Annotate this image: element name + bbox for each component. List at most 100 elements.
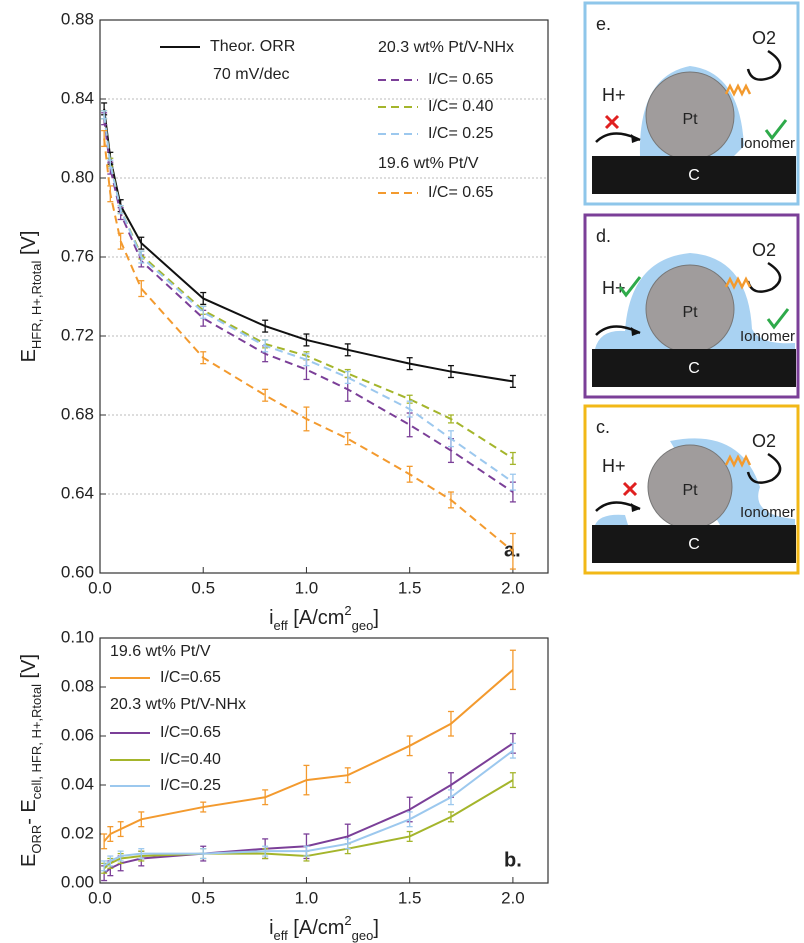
error-bar	[262, 319, 269, 333]
ionomer-label: Ionomer	[740, 328, 795, 345]
y-axis-label-part: - E	[18, 799, 40, 825]
error-bar	[200, 801, 207, 813]
x-axis-label-part: ]	[373, 917, 379, 939]
legend-label: I/C=0.40	[160, 751, 221, 768]
legend-label: I/C=0.25	[160, 777, 221, 794]
proton-label: H+	[602, 85, 626, 105]
error-bar	[107, 185, 114, 203]
error-bar	[138, 848, 145, 860]
check-icon	[618, 276, 642, 298]
particle-label: Pt	[682, 304, 698, 321]
y-axis-label-part: E	[18, 854, 40, 867]
y-tick-label: 0.06	[61, 725, 94, 744]
y-tick-label: 0.72	[61, 325, 94, 344]
particle-label: Pt	[682, 111, 698, 128]
error-bar	[344, 432, 351, 446]
error-bar	[509, 742, 516, 759]
cross-icon	[604, 114, 620, 130]
carbon-support	[592, 349, 796, 387]
carbon-support	[592, 525, 796, 563]
x-tick-label: 1.0	[295, 578, 319, 597]
y-tick-label: 0.88	[61, 9, 94, 28]
error-bar	[344, 838, 351, 850]
error-bar	[406, 811, 413, 828]
error-bar	[107, 826, 114, 842]
legend-label: I/C= 0.65	[428, 184, 493, 201]
y-tick-label: 0.04	[61, 774, 94, 793]
carbon-support	[592, 156, 796, 194]
error-bar	[101, 129, 108, 148]
legend-label: I/C= 0.25	[428, 125, 493, 142]
error-bar	[262, 789, 269, 806]
x-axis-label-part: geo	[352, 618, 374, 633]
panel-label: d.	[596, 226, 611, 246]
legend-group: 19.6 wt% Pt/V	[378, 155, 479, 172]
x-tick-label: 0.5	[191, 578, 215, 597]
legend-label: I/C=0.65	[160, 669, 221, 686]
error-bar	[303, 353, 310, 367]
y-axis-label-part: cell, HFR, H+,Rtotal	[29, 684, 44, 799]
legend-group: 20.3 wt% Pt/V-NHx	[110, 696, 246, 713]
error-bar	[509, 473, 516, 491]
x-tick-label: 0.0	[88, 888, 112, 907]
error-bar	[117, 232, 124, 250]
arrow-head	[631, 134, 640, 143]
error-bar	[101, 833, 108, 850]
y-tick-label: 0.64	[61, 483, 94, 502]
error-bar	[262, 339, 269, 353]
annotation: 70 mV/dec	[213, 66, 289, 83]
error-bar	[138, 250, 145, 264]
x-axis-label-part: [A/cm	[288, 607, 345, 629]
y-tick-label: 0.02	[61, 823, 94, 842]
error-bar	[509, 374, 516, 389]
y-axis-label-part: [V]	[18, 654, 40, 684]
y-axis-label: EORR- Ecell, HFR, H+,Rtotal [V]	[18, 654, 44, 867]
error-bar	[344, 343, 351, 357]
x-axis-label-part: 2	[344, 603, 351, 618]
x-axis-label: ieff [A/cm2geo]	[269, 603, 379, 633]
orange-zigzag	[724, 83, 752, 97]
x-tick-label: 1.0	[295, 888, 319, 907]
x-tick-label: 2.0	[501, 888, 525, 907]
ionomer-label: Ionomer	[740, 504, 795, 521]
x-axis-label: ieff [A/cm2geo]	[269, 913, 379, 943]
arrow-head	[631, 503, 640, 512]
error-bar	[101, 860, 108, 872]
error-bar	[406, 357, 413, 371]
legend-label: I/C= 0.40	[428, 98, 493, 115]
y-tick-label: 0.84	[61, 88, 94, 107]
x-axis-label-part: geo	[352, 928, 374, 943]
error-bar	[262, 845, 269, 857]
panel-label: e.	[596, 14, 611, 34]
error-bar	[509, 532, 516, 570]
support-label: C	[688, 360, 700, 377]
oxygen-arrow	[746, 49, 782, 81]
oxygen-arrow	[746, 452, 782, 484]
legend-group: 19.6 wt% Pt/V	[110, 643, 211, 660]
legend-label: I/C= 0.65	[428, 71, 493, 88]
oxygen-label: O2	[752, 431, 776, 451]
orange-zigzag	[724, 454, 752, 468]
y-axis-label-part: HFR, H+,Rtotal	[29, 260, 44, 349]
error-bar	[406, 465, 413, 483]
proton-label: H+	[602, 278, 626, 298]
error-bar	[447, 364, 454, 379]
oxygen-arrow	[746, 261, 782, 293]
error-bar	[138, 811, 145, 828]
ionomer	[595, 514, 628, 525]
error-bar	[200, 305, 207, 319]
error-bar	[447, 811, 454, 823]
error-bar	[262, 388, 269, 402]
error-bar	[200, 291, 207, 306]
check-icon	[766, 308, 790, 330]
x-axis-label-part: eff	[274, 928, 289, 943]
error-bar	[117, 850, 124, 862]
error-bar	[406, 830, 413, 842]
arrow-head	[631, 327, 640, 336]
ionomer-label: Ionomer	[740, 135, 795, 152]
cross-icon	[622, 481, 638, 497]
x-axis-label-part: eff	[274, 618, 289, 633]
y-tick-label: 0.60	[61, 562, 94, 581]
error-bar	[447, 430, 454, 448]
